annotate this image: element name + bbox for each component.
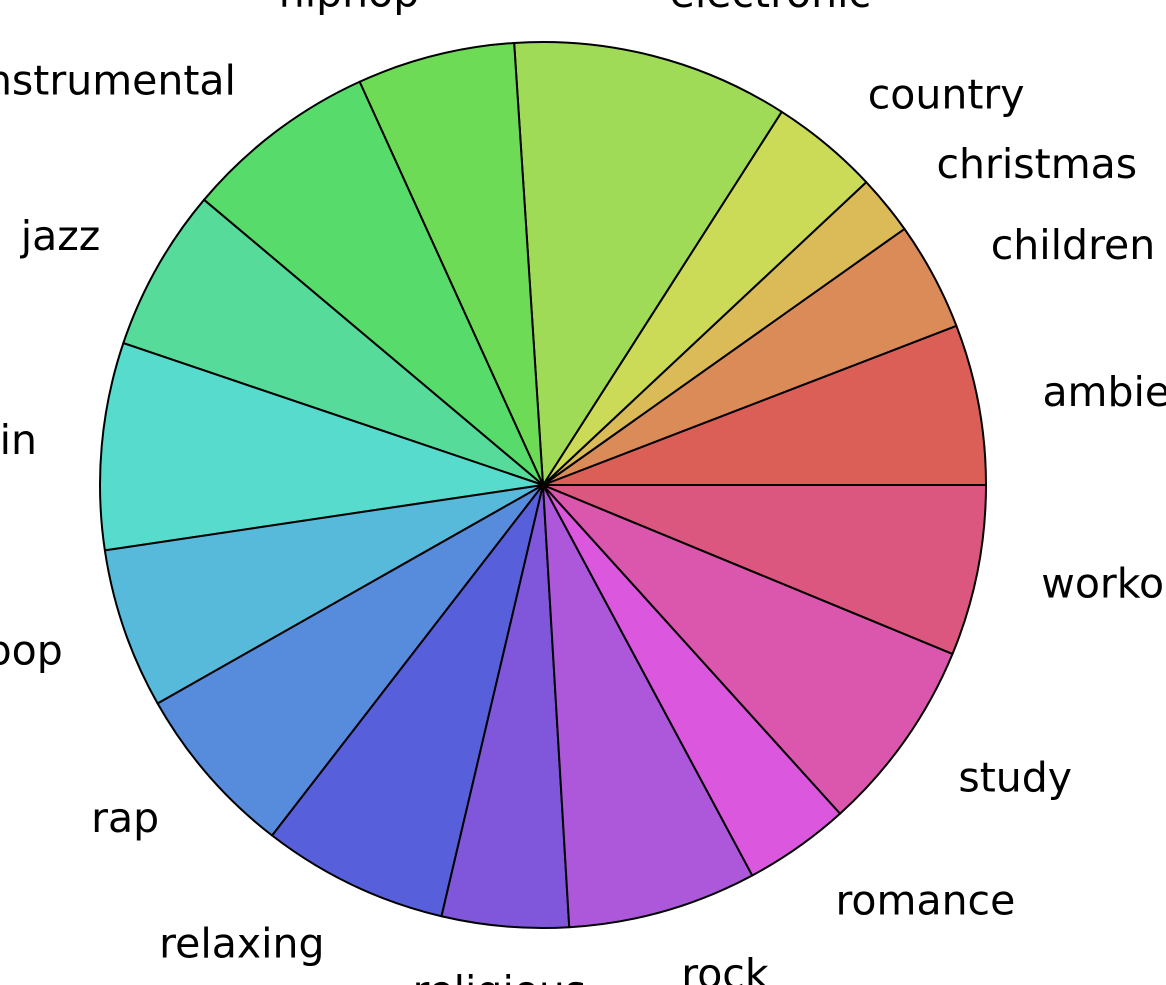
pie-label-rock: rock xyxy=(681,950,769,985)
pie-slice-electronic xyxy=(513,41,783,486)
pie-label-romance: romance xyxy=(835,876,1015,924)
pie-label-ambient: ambient xyxy=(1042,368,1166,416)
pie-label-relaxing: relaxing xyxy=(159,920,324,968)
pie-slice-instrumental xyxy=(203,80,544,486)
pie-slice-jazz xyxy=(122,198,544,486)
pie-slice-hiphop xyxy=(358,41,544,486)
pie-label-country: country xyxy=(868,70,1025,118)
pie-label-study: study xyxy=(958,753,1072,801)
pie-label-hiphop: hiphop xyxy=(279,0,420,16)
pie-label-workout: workout xyxy=(1041,560,1166,608)
pie-slice-study xyxy=(542,484,954,815)
pie-slice-rap xyxy=(156,484,544,837)
pie-label-rap: rap xyxy=(91,794,159,842)
pie-slice-pop xyxy=(103,484,544,705)
pie-label-jazz: jazz xyxy=(20,212,101,260)
pie-slice-relaxing xyxy=(271,484,544,918)
pie-label-electronic: electronic xyxy=(670,0,871,17)
pie-slice-rock xyxy=(542,484,754,929)
pie-slice-latin xyxy=(99,342,544,552)
pie-label-instrumental: instrumental xyxy=(0,56,236,104)
pie-slices xyxy=(99,41,987,929)
pie-slice-workout xyxy=(542,484,987,655)
pie-label-religious: religious xyxy=(412,967,586,985)
pie-label-pop: pop xyxy=(0,627,63,675)
pie-label-children: children xyxy=(991,221,1156,269)
pie-label-christmas: christmas xyxy=(937,140,1138,188)
pie-label-latin: latin xyxy=(0,416,37,464)
pie-slice-ambient xyxy=(542,324,987,486)
